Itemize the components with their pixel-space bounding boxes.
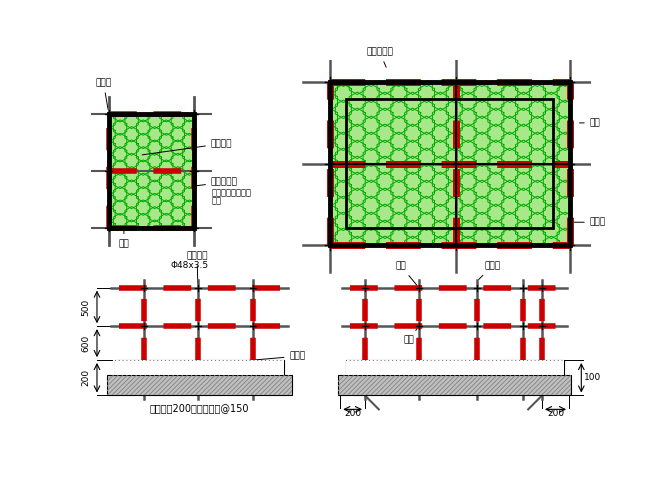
Text: 上杆: 上杆: [395, 261, 417, 285]
Text: 防护栏杆: 防护栏杆: [186, 251, 208, 283]
Text: 横杆: 横杆: [118, 231, 129, 248]
Text: 600: 600: [82, 335, 91, 352]
Text: 500: 500: [82, 298, 91, 316]
Bar: [338, 375, 571, 395]
Text: 200: 200: [344, 408, 361, 417]
Bar: [109, 114, 194, 228]
Text: 应连或穿孔在扣脂: 应连或穿孔在扣脂: [212, 188, 252, 197]
Bar: [114, 360, 284, 375]
Bar: [345, 360, 564, 375]
Text: 踩脚板宽200，红白相间@150: 踩脚板宽200，红白相间@150: [149, 403, 249, 413]
Text: 栏杆渏: 栏杆渏: [478, 261, 501, 279]
Text: 栏杆渏: 栏杆渏: [95, 78, 112, 110]
Text: 下设挡脚板: 下设挡脚板: [366, 47, 393, 67]
Bar: [330, 82, 570, 246]
Text: 下杆: 下杆: [403, 329, 417, 345]
Text: 100: 100: [584, 374, 601, 382]
Text: 栏杆渏: 栏杆渏: [572, 218, 606, 227]
Text: 200: 200: [82, 369, 91, 386]
Text: 200: 200: [547, 408, 564, 417]
Text: 挡脚板: 挡脚板: [168, 352, 305, 368]
Text: 杆上: 杆上: [212, 196, 222, 205]
Text: 安全网边缝: 安全网边缝: [197, 178, 238, 187]
Bar: [330, 82, 570, 246]
Bar: [347, 99, 553, 229]
Bar: [107, 375, 291, 395]
Text: 安全平网: 安全平网: [142, 139, 232, 155]
Bar: [109, 114, 194, 228]
Text: Φ48x3.5: Φ48x3.5: [171, 260, 209, 269]
Text: 横杆: 横杆: [580, 119, 601, 127]
